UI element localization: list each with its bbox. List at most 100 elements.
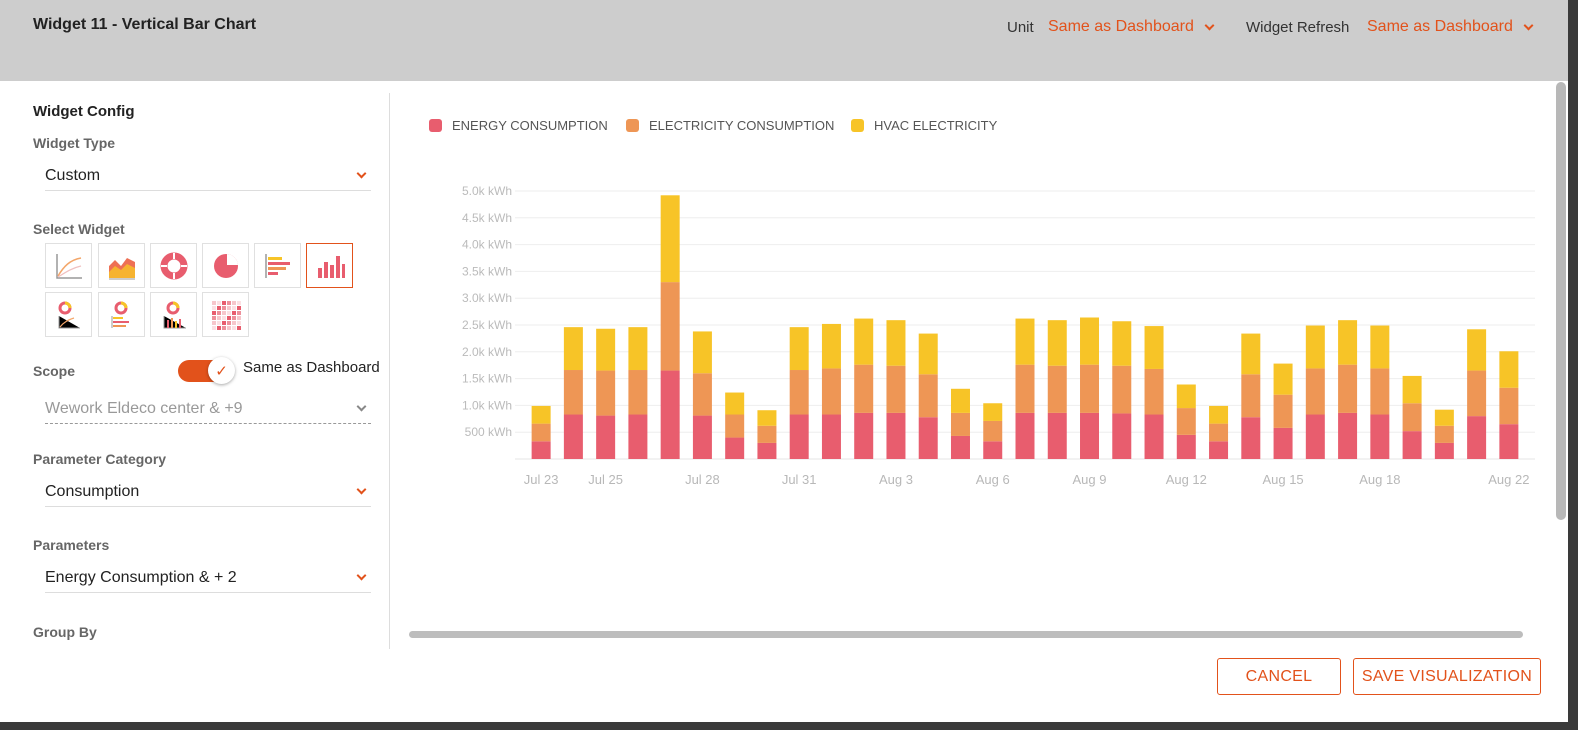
bar-segment [1080, 364, 1100, 413]
area-chart-option[interactable] [98, 243, 145, 288]
x-tick-label: Aug 3 [879, 472, 913, 487]
bar-segment [628, 327, 648, 371]
scope-select[interactable]: Wework Eldeco center & +9 [45, 394, 371, 424]
unit-value: Same as Dashboard [1048, 18, 1194, 35]
horizontal-bar-chart-option[interactable] [254, 243, 301, 288]
bar-segment [1499, 387, 1519, 425]
scope-toggle[interactable]: ✓ [178, 356, 236, 384]
heatmap-icon [211, 300, 241, 330]
x-tick-label: Jul 23 [524, 472, 559, 487]
vertical-bar-chart-option[interactable] [306, 243, 353, 288]
scope-value: Wework Eldeco center & +9 [45, 399, 243, 417]
heatmap-cell [226, 300, 231, 305]
pie-chart-icon [213, 253, 238, 278]
bar-segment [1080, 412, 1100, 459]
bar-segment [1241, 374, 1261, 418]
legend-label: ENERGY CONSUMPTION [452, 118, 608, 133]
bar-segment [692, 331, 712, 374]
bar-segment [1176, 384, 1196, 409]
bar-segment [1338, 320, 1358, 365]
donut-chart-icon [160, 252, 187, 279]
widget-config-title: Widget Config [33, 103, 135, 120]
bar-segment [757, 425, 777, 443]
bar-segment [1241, 417, 1261, 459]
bar-segment [563, 327, 583, 371]
pie-chart-option[interactable] [202, 243, 249, 288]
save-visualization-button[interactable]: SAVE VISUALIZATION [1353, 658, 1541, 695]
bar-segment [725, 392, 745, 415]
scope-toggle-label: Same as Dashboard [243, 359, 380, 376]
unit-dropdown[interactable]: Same as Dashboard [1048, 18, 1215, 36]
y-tick-label: 4.0k kWh [462, 238, 512, 252]
heatmap-cell [216, 325, 221, 330]
stacked-bar-chart: 500 kWh 1.0k kWh 1.5k kWh 2.0k kWh 2.5k kWh 3… [462, 184, 1535, 487]
legend-item-electricity[interactable]: ELECTRICITY CONSUMPTION [626, 118, 834, 133]
legend-label: HVAC ELECTRICITY [874, 118, 998, 133]
bar-segment [789, 370, 809, 415]
cancel-button[interactable]: CANCEL [1217, 658, 1341, 695]
bar-segment [854, 412, 874, 459]
bar-segment [1370, 368, 1390, 415]
bar-segment [983, 403, 1003, 421]
bar-segment [1144, 414, 1164, 459]
parameter-category-select[interactable]: Consumption [45, 477, 371, 507]
bar-segment [918, 374, 938, 418]
widget-type-select[interactable]: Custom [45, 161, 371, 191]
chevron-down-icon [356, 401, 367, 412]
select-widget-label: Select Widget [33, 221, 125, 237]
legend-item-energy[interactable]: ENERGY CONSUMPTION [429, 118, 608, 133]
line-chart-icon [55, 253, 82, 279]
bar-segment [854, 318, 874, 365]
chevron-down-icon [1523, 20, 1534, 30]
bar-segment [886, 365, 906, 413]
bar-segment [789, 414, 809, 459]
bar-segment [1015, 412, 1035, 459]
scope-label: Scope [33, 363, 76, 379]
legend-item-hvac[interactable]: HVAC ELECTRICITY [851, 118, 997, 133]
heatmap-cell [231, 320, 236, 325]
heatmap-cell [231, 325, 236, 330]
parameters-label: Parameters [33, 537, 110, 553]
vertical-bar-chart-icon [317, 255, 345, 278]
y-tick-label: 1.5k kWh [462, 372, 512, 386]
heatmap-cell [221, 305, 226, 310]
bar-segment [1434, 442, 1454, 459]
bar-segment [1305, 368, 1325, 415]
bar-segment [757, 442, 777, 459]
vertical-scrollbar[interactable] [1556, 82, 1566, 520]
widget-refresh-dropdown[interactable]: Same as Dashboard [1367, 18, 1534, 36]
heatmap-cell [221, 300, 226, 305]
bar-segment [1338, 412, 1358, 459]
donut-chart-option[interactable] [150, 243, 197, 288]
heatmap-option[interactable] [202, 292, 249, 337]
heatmap-cell [226, 320, 231, 325]
bar-segment [1305, 414, 1325, 459]
donut-line-combo-option[interactable] [45, 292, 92, 337]
bar-segment [1402, 403, 1422, 432]
donut-hbar-combo-icon [111, 301, 129, 328]
modal-header: Widget 11 - Vertical Bar Chart Unit Same… [0, 0, 1568, 81]
parameters-value: Energy Consumption & + 2 [45, 568, 237, 586]
bar-segment [596, 370, 616, 416]
y-tick-label: 2.0k kWh [462, 345, 512, 359]
bar-segment [918, 333, 938, 375]
heatmap-cell [216, 310, 221, 315]
donut-vbar-combo-icon [163, 301, 186, 328]
bar-segment [789, 327, 809, 371]
bar-segment [950, 388, 970, 413]
bar-segment [1209, 405, 1229, 424]
bar-segment [1434, 425, 1454, 443]
bar-segment [1499, 424, 1519, 459]
horizontal-scrollbar[interactable] [409, 631, 1523, 638]
donut-vbar-combo-option[interactable] [150, 292, 197, 337]
parameters-select[interactable]: Energy Consumption & + 2 [45, 563, 371, 593]
legend-swatch [851, 119, 864, 132]
heatmap-cell [236, 315, 241, 320]
y-tick-label: 4.5k kWh [462, 211, 512, 225]
bar-segment [563, 414, 583, 459]
bar-segment [983, 420, 1003, 442]
line-chart-option[interactable] [45, 243, 92, 288]
donut-hbar-combo-option[interactable] [98, 292, 145, 337]
bar-segment [1305, 325, 1325, 369]
widget-type-value: Custom [45, 166, 101, 184]
